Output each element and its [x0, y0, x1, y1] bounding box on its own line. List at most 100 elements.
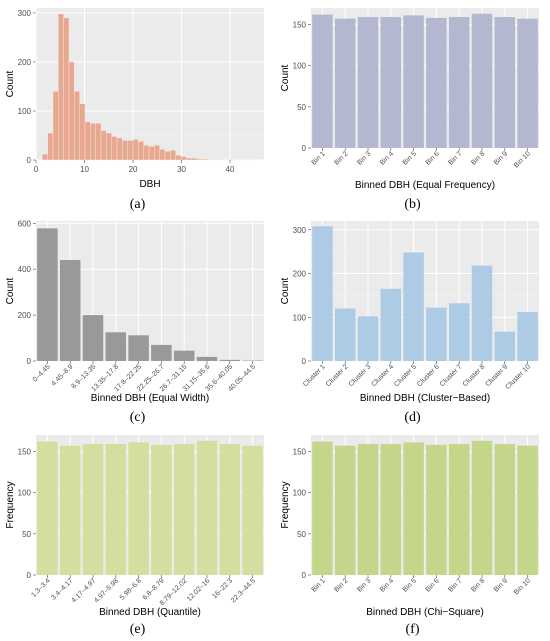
x-tick-label: Bin 6 — [425, 577, 441, 593]
histogram-bar — [138, 141, 144, 161]
y-axis-title: Count — [5, 70, 16, 97]
panel-a: 0 100 200 300 0 10 20 30 40 DBH Count — [0, 0, 275, 200]
bar — [448, 303, 470, 361]
y-tick-label: 50 — [22, 530, 31, 539]
x-tick-label: Cluster 6 — [416, 363, 441, 388]
y-tick-label: 0 — [27, 357, 32, 366]
histogram-bar — [58, 13, 64, 161]
chart-b-equal-frequency: 0 50 100 150 Bin 1 Bin 2 Bin 3 Bin 4 Bin 5 Bin 6 B… — [280, 8, 539, 191]
chart-c-equal-width: 02004006000–4.454.45–8.98.9–13.3513.35–1… — [5, 219, 264, 404]
histogram-bar — [191, 157, 198, 161]
x-axis-title: Binned DBH (Cluster−Based) — [360, 393, 490, 404]
x-tick-label: Bin 1 — [311, 150, 327, 166]
histogram-bar — [186, 157, 192, 161]
bar — [357, 316, 379, 361]
bar — [37, 228, 58, 361]
x-tick-label: 16–22.3 — [211, 577, 234, 600]
bar — [196, 356, 218, 361]
x-tick-label: Bin 10 — [513, 577, 532, 596]
bar — [380, 17, 402, 148]
bar — [312, 226, 333, 361]
x-tick-label: 5.98–6.8 — [119, 577, 143, 601]
caption-c: (c) — [129, 410, 146, 425]
y-tick-label: 0 — [302, 357, 307, 366]
histogram-bar — [132, 139, 139, 161]
x-tick-label: Bin 7 — [447, 150, 463, 166]
bar — [471, 13, 493, 148]
bar — [151, 344, 172, 361]
x-tick-label: 30 — [177, 165, 186, 174]
bar — [517, 18, 538, 148]
x-tick-label: Bin 1 — [311, 577, 327, 593]
x-tick-label: Bin 8 — [470, 150, 486, 166]
histogram-bar — [116, 137, 123, 161]
y-tick-label: 100 — [293, 313, 307, 322]
y-tick-label: 0 — [27, 156, 32, 165]
histogram-bar — [164, 150, 171, 161]
histogram-bar — [175, 154, 182, 161]
y-axis-title: Count — [280, 64, 291, 91]
histogram-bar — [106, 132, 112, 161]
bar — [380, 444, 402, 575]
x-tick-label: 12.02–16 — [186, 577, 212, 603]
histogram-bar — [84, 121, 91, 161]
bar — [242, 445, 263, 575]
y-tick-label: 100 — [293, 62, 307, 71]
x-tick-label: Bin 9 — [493, 150, 509, 166]
x-tick-label: Bin 2 — [333, 150, 349, 166]
x-tick-label: Cluster 7 — [439, 363, 464, 388]
histogram-bar — [47, 132, 54, 161]
bar — [494, 444, 516, 575]
y-tick-label: 300 — [18, 9, 32, 18]
y-tick-label: 0 — [302, 144, 307, 153]
bar — [380, 288, 402, 361]
y-tick-label: 50 — [297, 103, 306, 112]
x-tick-label: Cluster 4 — [370, 363, 395, 388]
histogram-bar — [63, 17, 70, 161]
bar — [426, 307, 447, 361]
bar — [173, 350, 195, 361]
chart-e-quantile: 0501001501.3–3.43.4–4.174.17–4.974.97–5.… — [5, 435, 264, 618]
x-tick-label: Bin 5 — [402, 577, 418, 593]
bar — [494, 17, 516, 148]
bar — [151, 444, 172, 575]
y-tick-label: 100 — [293, 489, 307, 498]
bar — [219, 359, 241, 361]
y-tick-label: 150 — [293, 447, 307, 456]
histogram-bar — [154, 145, 160, 161]
y-tick-label: 0 — [27, 571, 32, 580]
histogram-bar — [196, 158, 203, 161]
bar — [105, 444, 127, 575]
panel-b: 0 50 100 150 Bin 1 Bin 2 Bin 3 Bin 4 Bin 5 Bin 6 B… — [275, 0, 550, 200]
bar — [173, 444, 195, 575]
x-tick-label: Bin 4 — [379, 150, 395, 166]
bar — [82, 444, 104, 575]
panel-c: 0 200 400 600 0–4.45 4.45–8.9 8.9–13.35 13.35–1… — [0, 213, 275, 413]
y-axis-title: Count — [5, 277, 16, 304]
panel-e: 0 50 100 150 1.3–3.4 3.4–4.17 4.17–4.97 4.97–5.… — [0, 427, 275, 627]
bar — [37, 441, 58, 575]
histogram-bar — [143, 145, 150, 161]
y-tick-label: 0 — [302, 571, 307, 580]
bar — [196, 440, 218, 575]
bar — [312, 441, 333, 575]
x-tick-label: Cluster 3 — [348, 363, 373, 388]
y-tick-label: 100 — [18, 107, 32, 116]
x-tick-label: Cluster 5 — [393, 363, 418, 388]
bar — [128, 442, 149, 575]
bar — [403, 252, 424, 361]
x-tick-label: Bin 2 — [333, 577, 349, 593]
y-tick-label: 100 — [18, 489, 32, 498]
histogram-bar — [170, 149, 176, 161]
bar — [82, 315, 104, 361]
histogram-bar — [127, 140, 134, 161]
y-tick-label: 400 — [18, 265, 32, 274]
bar — [334, 445, 356, 575]
bar — [357, 17, 379, 148]
y-tick-label: 200 — [18, 58, 32, 67]
x-tick-label: 22.3–44.5 — [230, 577, 257, 604]
bar — [471, 440, 493, 575]
bar — [403, 442, 424, 575]
x-tick-label: Bin 7 — [447, 577, 463, 593]
